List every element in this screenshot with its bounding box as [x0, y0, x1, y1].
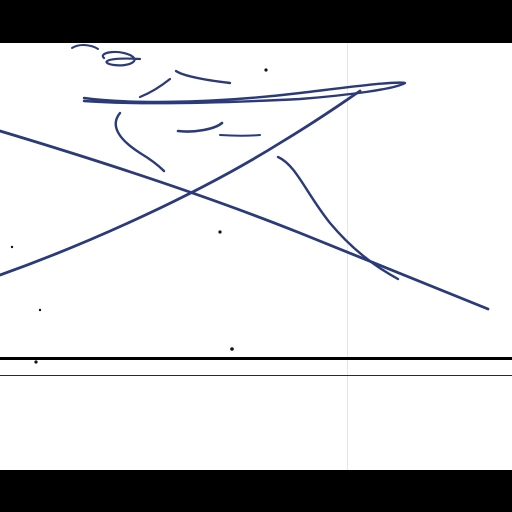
scan-specks	[11, 68, 268, 363]
scan-border-top	[0, 0, 512, 43]
scan-border-bottom	[0, 470, 512, 512]
signature-stroke	[103, 52, 140, 65]
signature-stroke	[278, 157, 398, 279]
signature-stroke	[220, 135, 260, 136]
scan-speck	[218, 230, 221, 233]
signature-line	[0, 357, 512, 360]
signature-stroke	[0, 91, 360, 275]
signature-stroke	[178, 123, 222, 132]
signature-stroke	[72, 45, 98, 49]
paper-sheet	[0, 43, 512, 470]
handwritten-signature	[0, 43, 512, 470]
scan-speck	[39, 309, 41, 311]
signature-stroke	[0, 131, 488, 309]
signature-stroke	[176, 71, 230, 83]
signature-stroke	[140, 79, 170, 97]
scan-speck	[11, 246, 13, 248]
scan-speck	[230, 347, 234, 351]
scan-speck	[264, 68, 267, 71]
signature-stroke	[116, 113, 164, 171]
form-divider-line	[0, 375, 512, 376]
scan-speck	[34, 360, 37, 363]
